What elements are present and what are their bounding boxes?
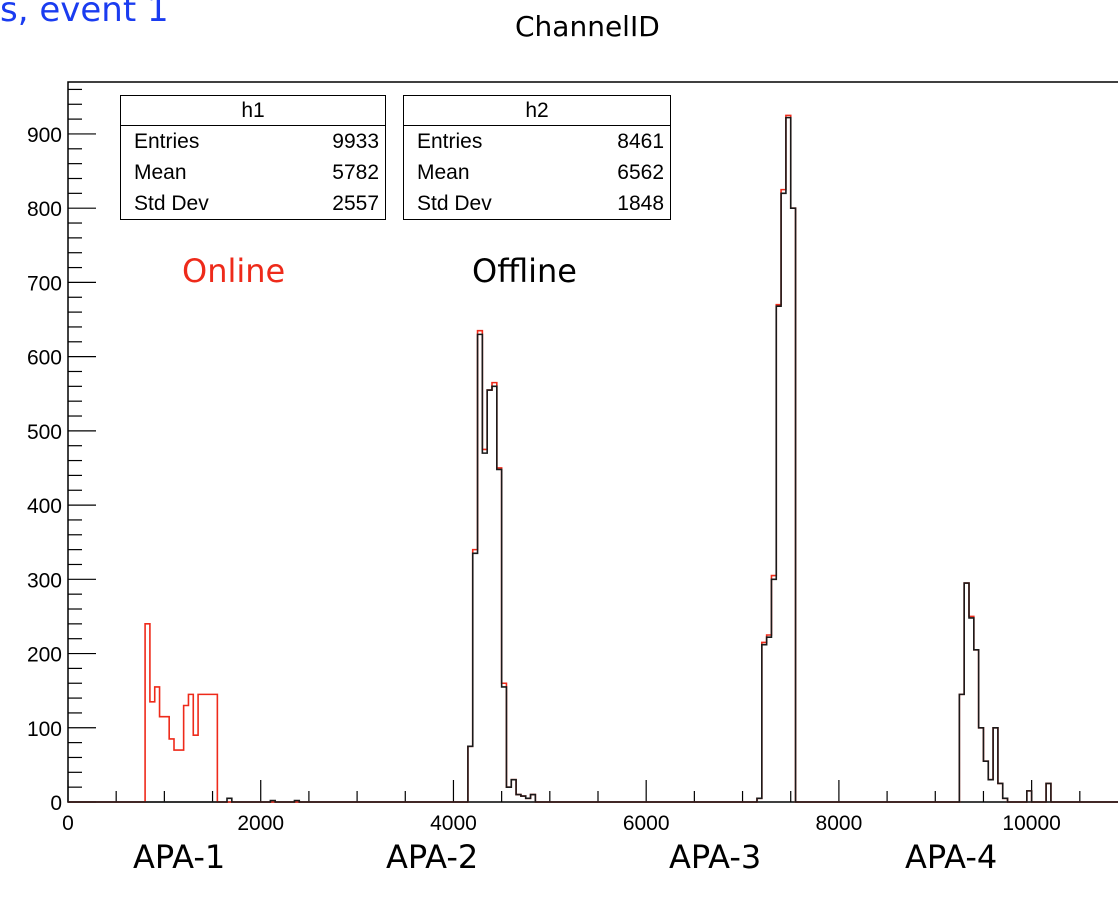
stats-box-title: h1 [121, 96, 385, 126]
stats-value: 9933 [332, 130, 379, 153]
histogram-series [68, 114, 1118, 803]
header-corner-text: s, event 1 [0, 0, 169, 30]
stats-label: Entries [134, 130, 200, 153]
stats-value: 2557 [332, 192, 379, 215]
x-tick-label: 6000 [623, 812, 670, 835]
stats-box-title: h2 [404, 96, 670, 126]
y-tick-label: 0 [50, 792, 62, 815]
stats-box-h1: h1 Entries 9933 Mean 5782 Std Dev 2557 [120, 95, 386, 220]
y-tick-label: 300 [27, 569, 62, 592]
x-tick-label: 0 [62, 812, 74, 835]
stats-row-stddev: Std Dev 1848 [404, 188, 670, 219]
apa-3-label: APA-3 [669, 838, 762, 876]
apa-2-label: APA-2 [386, 838, 479, 876]
apa-4-label: APA-4 [905, 838, 998, 876]
x-tick-label: 2000 [237, 812, 284, 835]
y-tick-label: 600 [27, 347, 62, 370]
y-tick-label: 900 [27, 124, 62, 147]
chart-title: ChannelID [515, 10, 660, 43]
x-tick-label: 8000 [816, 812, 863, 835]
stats-label: Std Dev [417, 192, 492, 215]
stats-row-entries: Entries 9933 [121, 126, 385, 157]
y-tick-label: 200 [27, 644, 62, 667]
stats-row-mean: Mean 6562 [404, 157, 670, 188]
stats-label: Std Dev [134, 192, 209, 215]
y-tick-label: 400 [27, 495, 62, 518]
y-tick-label: 500 [27, 421, 62, 444]
stats-label: Mean [134, 161, 187, 184]
stats-value: 5782 [332, 161, 379, 184]
online-label: Online [182, 252, 286, 290]
stats-value: 1848 [617, 192, 664, 215]
stats-label: Entries [417, 130, 483, 153]
axis-ticks [67, 88, 1081, 803]
stats-value: 6562 [617, 161, 664, 184]
y-tick-label: 800 [27, 198, 62, 221]
stats-row-entries: Entries 8461 [404, 126, 670, 157]
stats-value: 8461 [617, 130, 664, 153]
x-tick-label: 4000 [430, 812, 477, 835]
x-tick-label: 10000 [1002, 812, 1060, 835]
y-tick-label: 100 [27, 718, 62, 741]
axis-tick-labels: 0 100 200 300 400 500 600 700 800 900 0 2000 4000 600… [27, 124, 1061, 835]
offline-label: Offline [472, 252, 577, 290]
stats-row-mean: Mean 5782 [121, 157, 385, 188]
y-tick-label: 700 [27, 272, 62, 295]
stats-row-stddev: Std Dev 2557 [121, 188, 385, 219]
apa-1-label: APA-1 [133, 838, 226, 876]
stats-label: Mean [417, 161, 470, 184]
series-h2-histogram [68, 116, 1118, 803]
stats-box-h2: h2 Entries 8461 Mean 6562 Std Dev 1848 [403, 95, 671, 220]
